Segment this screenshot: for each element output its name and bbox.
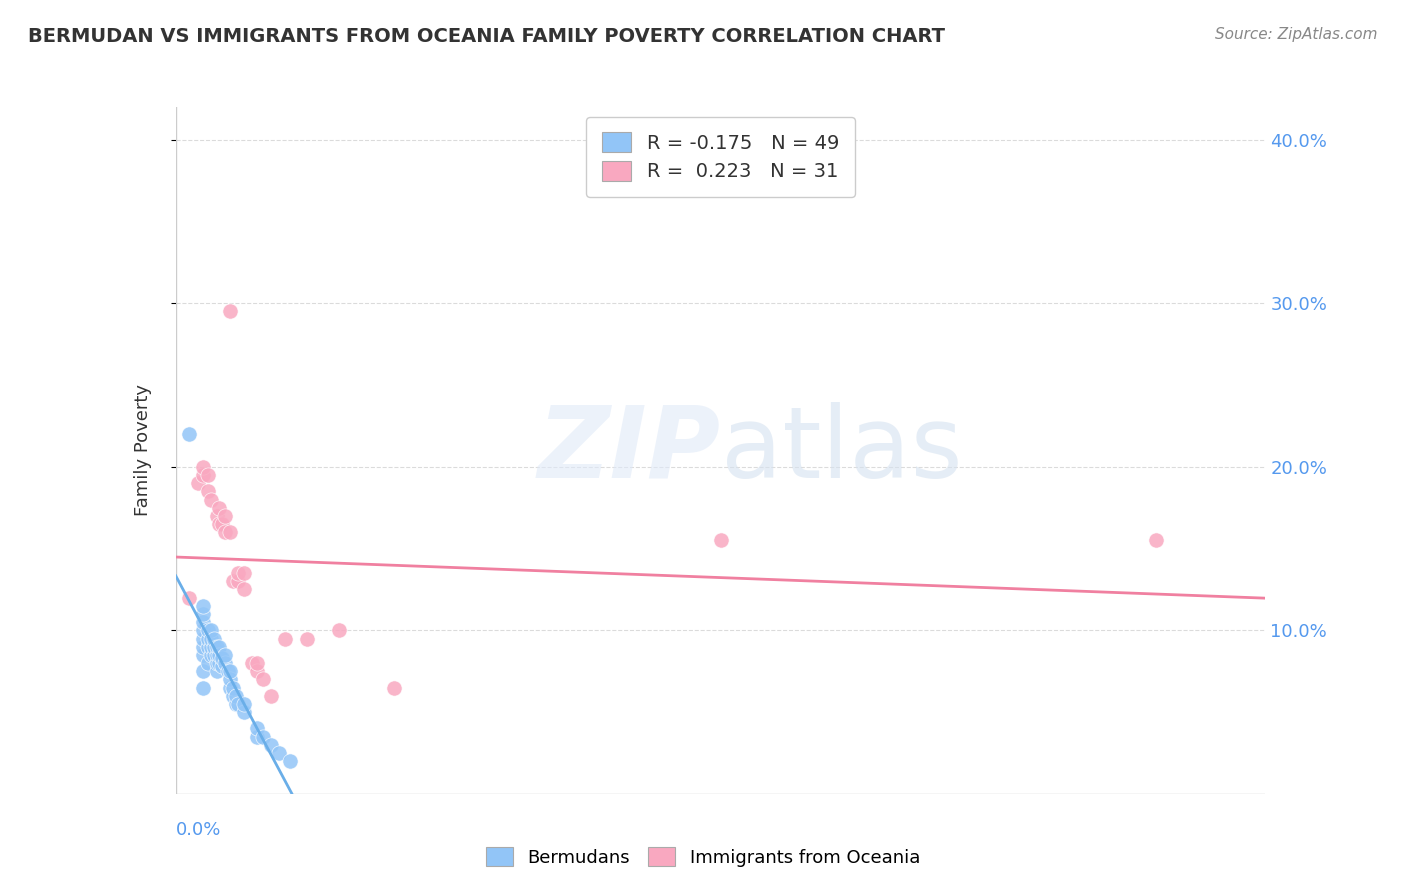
Point <box>208 500 231 515</box>
Point <box>278 754 301 768</box>
Point <box>214 656 236 670</box>
Point <box>205 640 228 654</box>
Y-axis label: Family Poverty: Family Poverty <box>134 384 152 516</box>
Point <box>219 681 242 695</box>
Point <box>202 640 225 654</box>
Point <box>252 730 274 744</box>
Point <box>211 659 233 673</box>
Point <box>197 640 219 654</box>
Point <box>246 730 269 744</box>
Point <box>232 697 254 711</box>
Point <box>179 427 201 442</box>
Point <box>205 648 228 662</box>
Text: Source: ZipAtlas.com: Source: ZipAtlas.com <box>1215 27 1378 42</box>
Point <box>269 746 291 760</box>
Point <box>219 673 242 687</box>
Legend: Bermudans, Immigrants from Oceania: Bermudans, Immigrants from Oceania <box>478 840 928 874</box>
Point <box>205 508 228 523</box>
Point <box>191 624 214 638</box>
Point <box>219 525 242 540</box>
Point <box>191 681 214 695</box>
Point <box>208 656 231 670</box>
Point <box>222 689 245 703</box>
Point <box>232 566 254 580</box>
Point <box>202 648 225 662</box>
Point <box>200 632 222 646</box>
Point <box>1144 533 1167 548</box>
Point <box>202 632 225 646</box>
Point <box>225 689 247 703</box>
Point <box>252 673 274 687</box>
Point <box>260 738 283 752</box>
Point <box>186 476 209 491</box>
Point <box>197 624 219 638</box>
Point <box>179 591 201 605</box>
Point <box>228 697 250 711</box>
Point <box>328 624 350 638</box>
Point <box>200 624 222 638</box>
Point <box>205 664 228 679</box>
Point <box>260 689 283 703</box>
Point <box>191 664 214 679</box>
Point <box>208 648 231 662</box>
Point <box>382 681 405 695</box>
Point <box>710 533 733 548</box>
Text: atlas: atlas <box>721 402 962 499</box>
Point <box>240 656 263 670</box>
Point <box>200 492 222 507</box>
Text: ZIP: ZIP <box>537 402 721 499</box>
Point <box>200 640 222 654</box>
Point <box>197 484 219 499</box>
Point <box>295 632 318 646</box>
Point <box>219 304 242 318</box>
Point <box>222 681 245 695</box>
Point <box>246 664 269 679</box>
Point <box>191 640 214 654</box>
Point <box>191 467 214 482</box>
Point <box>208 516 231 531</box>
Point <box>191 599 214 613</box>
Point <box>214 525 236 540</box>
Point <box>219 664 242 679</box>
Text: BERMUDAN VS IMMIGRANTS FROM OCEANIA FAMILY POVERTY CORRELATION CHART: BERMUDAN VS IMMIGRANTS FROM OCEANIA FAMI… <box>28 27 945 45</box>
Text: 0.0%: 0.0% <box>176 822 221 839</box>
Point <box>191 632 214 646</box>
Point <box>197 467 219 482</box>
Point <box>214 648 236 662</box>
Point <box>222 574 245 589</box>
Point <box>205 656 228 670</box>
Point <box>197 656 219 670</box>
Point <box>211 516 233 531</box>
Point <box>232 705 254 719</box>
Point <box>208 640 231 654</box>
Point <box>200 648 222 662</box>
Point <box>246 722 269 736</box>
Point <box>217 664 239 679</box>
Point <box>246 656 269 670</box>
Point <box>191 615 214 630</box>
Point <box>228 566 250 580</box>
Point <box>211 651 233 665</box>
Point <box>191 459 214 474</box>
Point <box>232 582 254 597</box>
Point <box>191 607 214 621</box>
Point <box>197 632 219 646</box>
Point <box>228 574 250 589</box>
Legend: R = -0.175   N = 49, R =  0.223   N = 31: R = -0.175 N = 49, R = 0.223 N = 31 <box>586 117 855 197</box>
Point <box>225 697 247 711</box>
Point <box>191 648 214 662</box>
Point <box>214 508 236 523</box>
Point <box>274 632 297 646</box>
